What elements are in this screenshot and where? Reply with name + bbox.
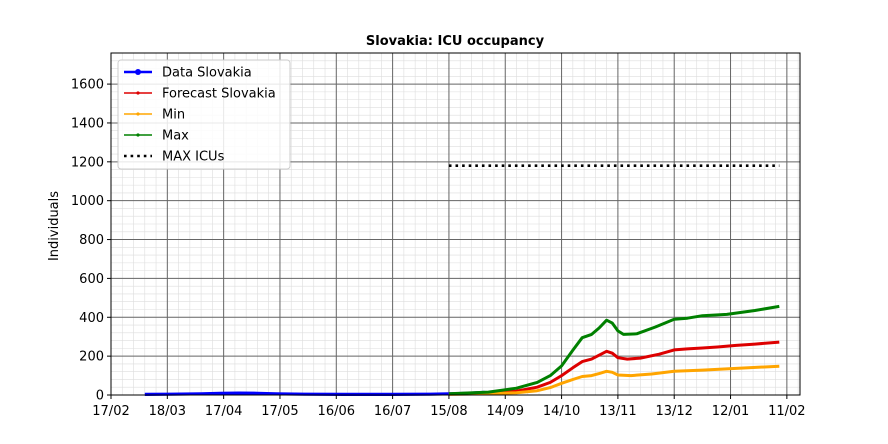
legend-label: MAX ICUs xyxy=(162,150,225,165)
y-tick-label: 400 xyxy=(79,311,104,326)
x-tick-label: 17/05 xyxy=(261,404,298,419)
y-tick-label: 600 xyxy=(79,272,104,287)
y-tick-label: 0 xyxy=(96,389,104,404)
x-tick-label: 14/10 xyxy=(543,404,580,419)
legend-label: Min xyxy=(162,108,185,123)
y-tick-label: 1000 xyxy=(71,194,104,209)
series-line-max xyxy=(448,304,780,396)
legend: Data Slovakia Forecast Slovakia Min Max MAX … xyxy=(117,59,291,170)
x-tick-label: 15/08 xyxy=(430,404,467,419)
legend-label: Forecast Slovakia xyxy=(162,87,276,102)
axis-ticks: 0 200 400 600 800 1000 1200 1400 1600 17/02 18/03 1… xyxy=(71,78,806,419)
x-tick-label: 18/03 xyxy=(149,404,186,419)
legend-marker xyxy=(136,133,140,137)
x-tick-label: 17/02 xyxy=(92,404,129,419)
x-tick-label: 14/09 xyxy=(487,404,524,419)
x-tick-label: 11/02 xyxy=(768,404,805,419)
series-line-min xyxy=(448,364,780,396)
series-line-forecast-slovakia xyxy=(448,340,780,396)
series-line-data-slovakia xyxy=(144,390,485,396)
chart-title: Slovakia: ICU occupancy xyxy=(366,34,545,49)
y-tick-label: 1400 xyxy=(71,116,104,131)
legend-box xyxy=(117,59,291,170)
y-tick-label: 1600 xyxy=(71,78,104,93)
series-layer xyxy=(144,164,780,396)
plot-frame xyxy=(110,52,801,396)
y-axis-label: Individuals xyxy=(47,191,62,261)
x-tick-label: 17/04 xyxy=(205,404,242,419)
legend-marker xyxy=(136,112,140,116)
x-tick-label: 13/12 xyxy=(655,404,692,419)
legend-marker xyxy=(136,91,140,95)
x-tick-label: 12/01 xyxy=(712,404,749,419)
x-tick-label: 16/07 xyxy=(374,404,411,419)
x-tick-label: 16/06 xyxy=(318,404,355,419)
y-tick-label: 200 xyxy=(79,350,104,365)
y-tick-label: 800 xyxy=(79,233,104,248)
legend-marker xyxy=(135,69,141,75)
legend-label: Data Slovakia xyxy=(162,66,252,81)
x-tick-label: 13/11 xyxy=(599,404,636,419)
legend-label: Max xyxy=(162,129,189,144)
y-tick-label: 1200 xyxy=(71,155,104,170)
